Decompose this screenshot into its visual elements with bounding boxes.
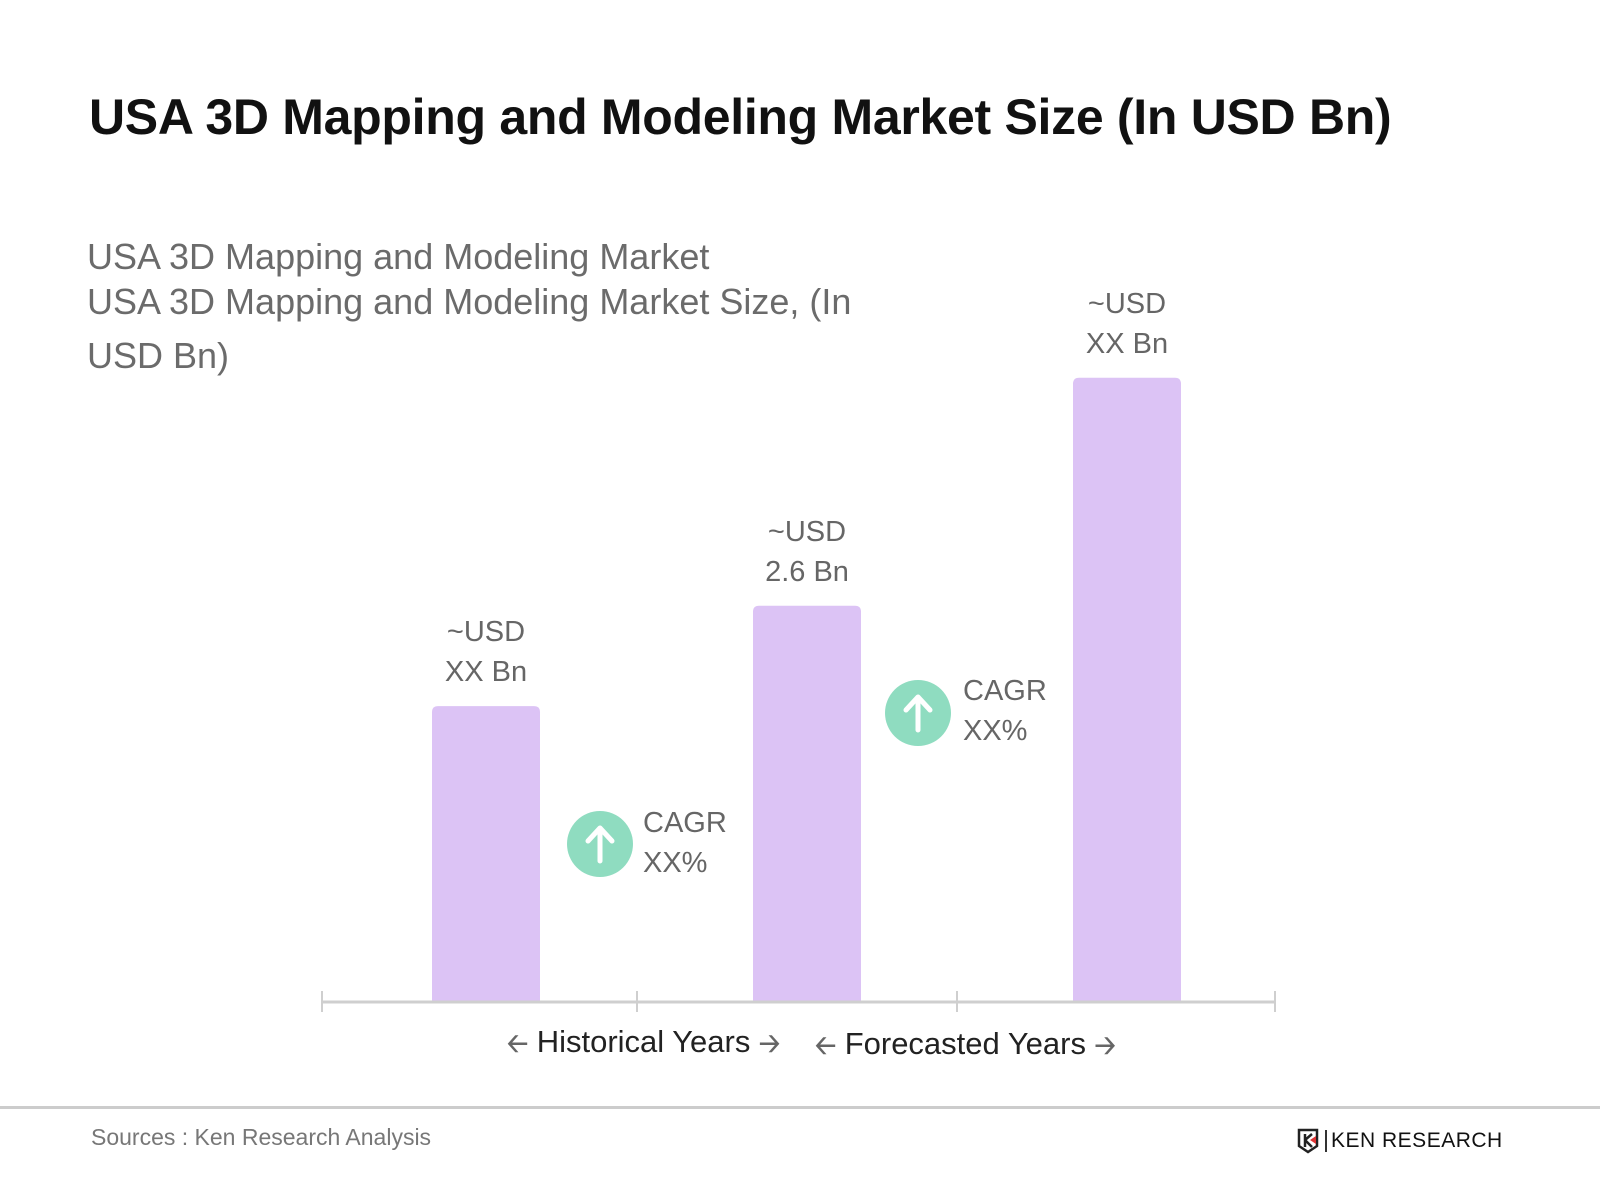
data-label-3: ~USD XX Bn <box>1047 284 1207 364</box>
arrow-left-icon: 🡠 <box>815 1030 837 1060</box>
cagr-label: CAGR <box>963 675 1047 707</box>
historical-years-label: 🡠 Historical Years 🡢 <box>507 1024 780 1069</box>
data-label-1: ~USD XX Bn <box>406 612 566 692</box>
source-note: Sources : Ken Research Analysis <box>91 1124 432 1150</box>
data-label-line: ~USD <box>446 616 526 649</box>
data-label-2: ~USD 2.6 Bn <box>727 512 887 592</box>
data-label-line: ~USD <box>767 515 847 548</box>
forecasted-years-label: 🡠 Forecasted Years 🡢 <box>815 1026 1116 1071</box>
subtitle-line-3: USD Bn) <box>87 335 230 376</box>
data-label-line: ~USD <box>1087 287 1167 320</box>
arrow-right-icon: 🡢 <box>758 1028 781 1058</box>
bar-3 <box>1073 377 1181 1001</box>
cagr-annotation-2: CAGR XX% <box>963 671 1047 751</box>
data-label-line: XX Bn <box>444 656 528 689</box>
cagr-annotation-1: CAGR XX% <box>643 803 727 883</box>
subtitle-line-1: USA 3D Mapping and Modeling Market <box>87 236 710 277</box>
arrow-right-icon: 🡢 <box>1094 1030 1116 1060</box>
arrow-left-icon: 🡠 <box>507 1028 529 1058</box>
subtitle-line-2: USA 3D Mapping and Modeling Market Size,… <box>87 281 852 322</box>
logo-text: KEN RESEARCH <box>1331 1129 1503 1152</box>
arrow-up-icon <box>885 680 951 746</box>
chart-title: USA 3D Mapping and Modeling Market Size … <box>89 89 1392 145</box>
segment-text: Forecasted Years <box>844 1026 1086 1061</box>
arrow-up-icon <box>567 811 633 877</box>
cagr-value: XX% <box>643 847 708 879</box>
bar-1 <box>432 706 540 1001</box>
cagr-value: XX% <box>963 715 1028 747</box>
bar-2 <box>753 605 861 1001</box>
segment-text: Historical Years <box>536 1024 751 1059</box>
cagr-label: CAGR <box>643 807 727 839</box>
footer-divider <box>0 1106 1600 1109</box>
logo-mark-icon <box>1297 1128 1319 1154</box>
ken-research-logo: KEN RESEARCH <box>1297 1128 1503 1154</box>
data-label-line: 2.6 Bn <box>765 555 849 588</box>
data-label-line: XX Bn <box>1085 327 1169 360</box>
